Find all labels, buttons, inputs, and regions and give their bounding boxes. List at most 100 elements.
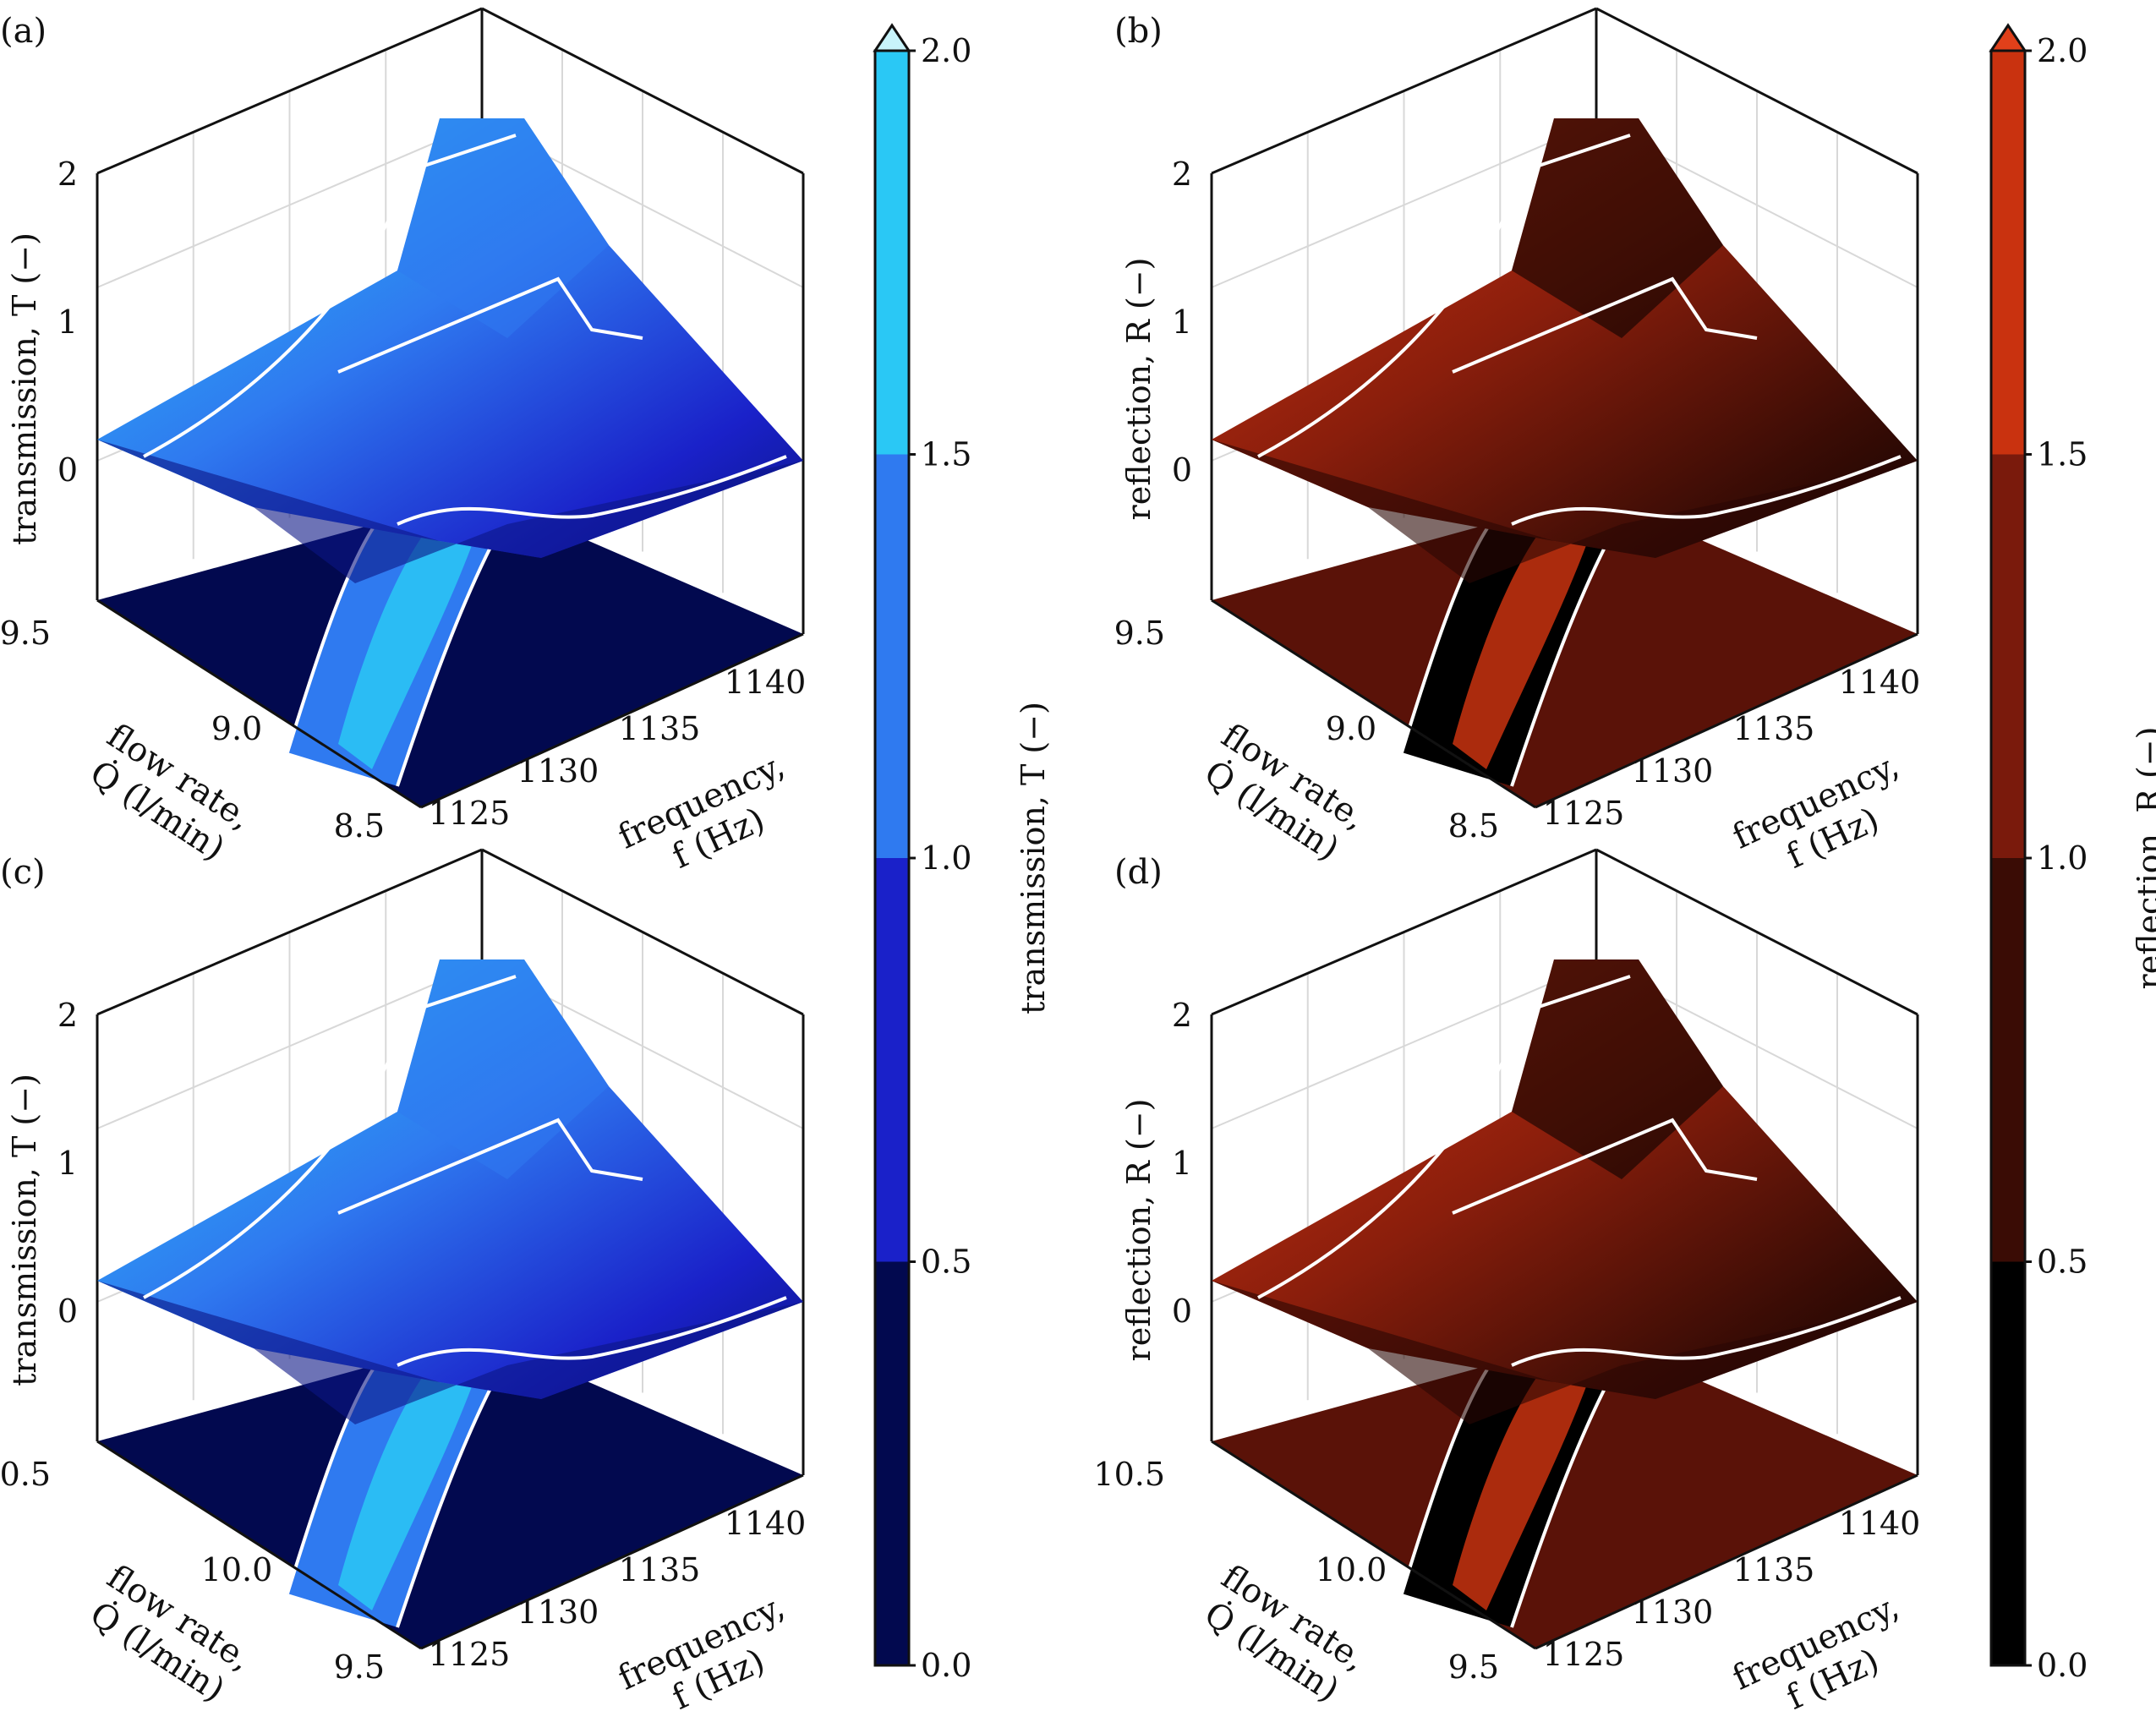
z-axis-label: transmission, T (−)	[6, 232, 43, 545]
z-tick-label: 0	[57, 1293, 78, 1330]
z-tick-label: 0	[57, 451, 78, 489]
colorbar-segment	[1991, 51, 2025, 455]
z-tick-label: 2	[1172, 997, 1192, 1034]
surface-contour	[1257, 975, 1631, 1299]
colorbar-segment	[1991, 858, 2025, 1262]
surface-underside	[1212, 440, 1918, 583]
x-tick-label: 1135	[1733, 1551, 1815, 1588]
x-axis-label: frequency,f (Hz)	[1726, 1588, 1922, 1733]
front-edge-left	[96, 1440, 422, 1650]
z-axis-label: transmission, T (−)	[6, 1074, 43, 1386]
z-tick-label: 1	[57, 1145, 78, 1182]
floor-projection	[97, 495, 803, 807]
back-edge-left	[96, 848, 483, 1016]
gridline	[1211, 122, 1597, 288]
x-tick-label: 1135	[619, 710, 701, 747]
front-edge-right	[1535, 1473, 1918, 1650]
back-edge-left	[96, 7, 483, 175]
panel-label: (c)	[0, 853, 46, 892]
z-axis-label: reflection, R (−)	[1120, 258, 1157, 521]
colorbar-segment	[1991, 454, 2025, 858]
y-tick-label: 9.5	[1448, 1648, 1499, 1686]
y-tick-label: 8.5	[1448, 807, 1499, 845]
surface-contour	[1511, 455, 1902, 526]
surface-contour	[1452, 276, 1758, 374]
z-tick-label: 0	[1172, 1293, 1192, 1330]
floor-projection	[97, 1336, 803, 1648]
y-tick-label: 10.0	[1316, 1551, 1387, 1588]
colorbar-reflection-extend	[1989, 23, 2027, 52]
surface-sheet	[1212, 959, 1918, 1399]
surface-sheet	[97, 118, 803, 558]
surface-contour	[397, 1296, 787, 1367]
colorbar-segment	[875, 1261, 909, 1665]
surface-underside	[97, 1281, 803, 1424]
x-axis-label: frequency,f (Hz)	[1726, 746, 1922, 894]
y-tick-label: 9.5	[0, 615, 51, 652]
y-tick-label: 10.5	[1093, 1456, 1165, 1493]
x-tick-label: 1125	[429, 1636, 511, 1673]
surface-peak	[1512, 118, 1723, 338]
z-tick-label: 1	[57, 303, 78, 341]
colorbar-segment	[875, 51, 909, 455]
colorbar-segment	[875, 454, 909, 858]
surface-underside	[1212, 1281, 1918, 1424]
x-tick-label: 1125	[429, 795, 511, 832]
x-tick-label: 1130	[1632, 752, 1714, 790]
colorbar-segment	[875, 858, 909, 1262]
floor-band-inner	[1453, 524, 1588, 769]
surface-contour	[1452, 1118, 1758, 1215]
back-edge-right	[481, 7, 804, 175]
y-tick-label: 10.5	[0, 1456, 51, 1493]
x-tick-label: 1140	[725, 1505, 807, 1542]
surface-peak	[1512, 959, 1723, 1179]
colorbar-transmission-extend	[873, 23, 911, 52]
surface-peak	[397, 959, 609, 1179]
surface-sheet	[1212, 118, 1918, 558]
z-tick-label: 1	[1172, 1145, 1192, 1182]
z-tick-label: 0	[1172, 451, 1192, 489]
x-axis-label: frequency,f (Hz)	[612, 1588, 807, 1733]
panel-label: (b)	[1114, 12, 1163, 51]
back-edge-left	[1211, 848, 1597, 1016]
surface	[97, 118, 803, 583]
z-tick-label: 2	[57, 997, 78, 1034]
back-edge-right	[1595, 848, 1918, 1016]
colorbar-tick-label: 0.0	[2037, 1647, 2088, 1684]
colorbar-tick-label: 1.5	[921, 436, 971, 473]
x-tick-label: 1140	[725, 664, 807, 701]
colorbar-transmission: 0.0 0.5 1.0 1.5 2.0 transmission, T (−)	[873, 23, 1052, 1684]
front-edge-right	[420, 1473, 804, 1650]
x-tick-label: 1140	[1839, 1505, 1921, 1542]
y-tick-label: 9.5	[334, 1648, 385, 1686]
y-tick-label: 9.5	[1114, 615, 1165, 652]
surface-contour	[397, 455, 787, 526]
panel-label: (d)	[1114, 853, 1163, 892]
x-tick-label: 1125	[1543, 795, 1625, 832]
x-tick-label: 1130	[1632, 1594, 1714, 1631]
colorbar-segment	[1991, 1261, 2025, 1665]
gridline	[1211, 963, 1597, 1129]
colorbar-tick-label: 0.5	[2037, 1244, 2088, 1281]
colorbar-transmission-label: transmission, T (−)	[1015, 702, 1052, 1014]
colorbar-reflection-label: reflection, R (−)	[2131, 727, 2156, 990]
surface-contour	[1257, 134, 1631, 458]
colorbar-tick-label: 0.0	[921, 1647, 971, 1684]
floor-band-inner	[1453, 1365, 1588, 1610]
colorbar-tick-label: 2.0	[921, 32, 971, 69]
floor-projection	[1212, 1336, 1918, 1648]
back-edge-left	[1211, 7, 1597, 175]
gridline	[96, 963, 483, 1129]
floor-band-inner	[338, 1365, 473, 1610]
y-tick-label: 8.5	[334, 807, 385, 845]
surface	[1212, 118, 1918, 583]
y-tick-label: 10.0	[201, 1551, 273, 1588]
x-tick-label: 1125	[1543, 1636, 1625, 1673]
x-axis-label: frequency,f (Hz)	[612, 746, 807, 894]
front-edge-right	[1535, 632, 1918, 809]
surface-contour	[143, 134, 517, 458]
